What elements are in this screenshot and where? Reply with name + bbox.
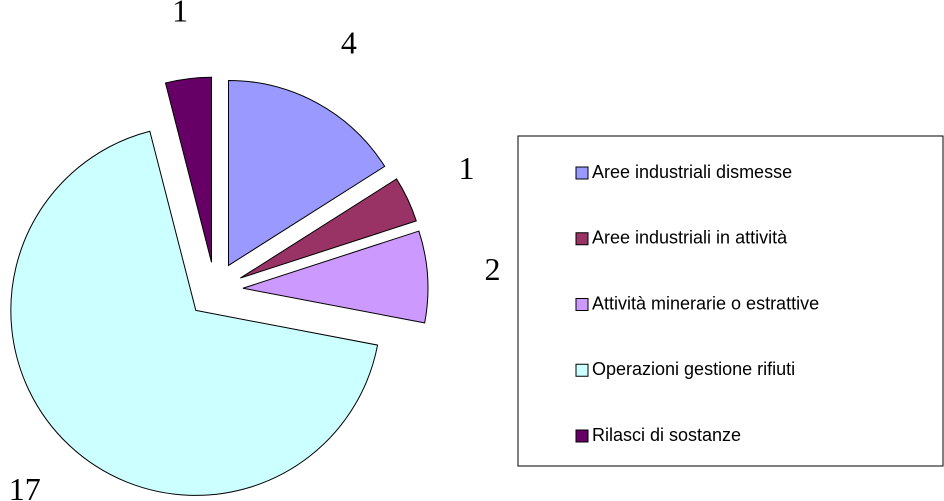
legend-swatch — [575, 166, 589, 180]
data-label: 1 — [172, 0, 188, 29]
pie-slice — [10, 130, 379, 496]
pie-slice — [164, 76, 212, 263]
legend-swatch — [575, 363, 589, 377]
legend-box — [517, 135, 944, 467]
legend-label: Operazioni gestione rifiuti — [592, 359, 795, 379]
legend-label: Attività minerarie o estrattive — [592, 293, 819, 313]
legend-swatch — [575, 298, 589, 311]
legend-label: Aree industriali dismesse — [592, 162, 792, 182]
legend-label: Aree industriali in attività — [592, 228, 788, 248]
data-label: 2 — [484, 251, 500, 287]
pie-slice — [242, 230, 429, 324]
data-label: 1 — [459, 150, 475, 186]
pie-slice — [227, 79, 386, 267]
data-label: 4 — [341, 25, 357, 61]
pie-slice — [240, 178, 417, 279]
data-label: 17 — [9, 471, 41, 501]
legend-label: Rilasci di sostanze — [592, 425, 741, 445]
legend-swatch — [575, 232, 589, 246]
legend-swatch — [575, 429, 589, 443]
